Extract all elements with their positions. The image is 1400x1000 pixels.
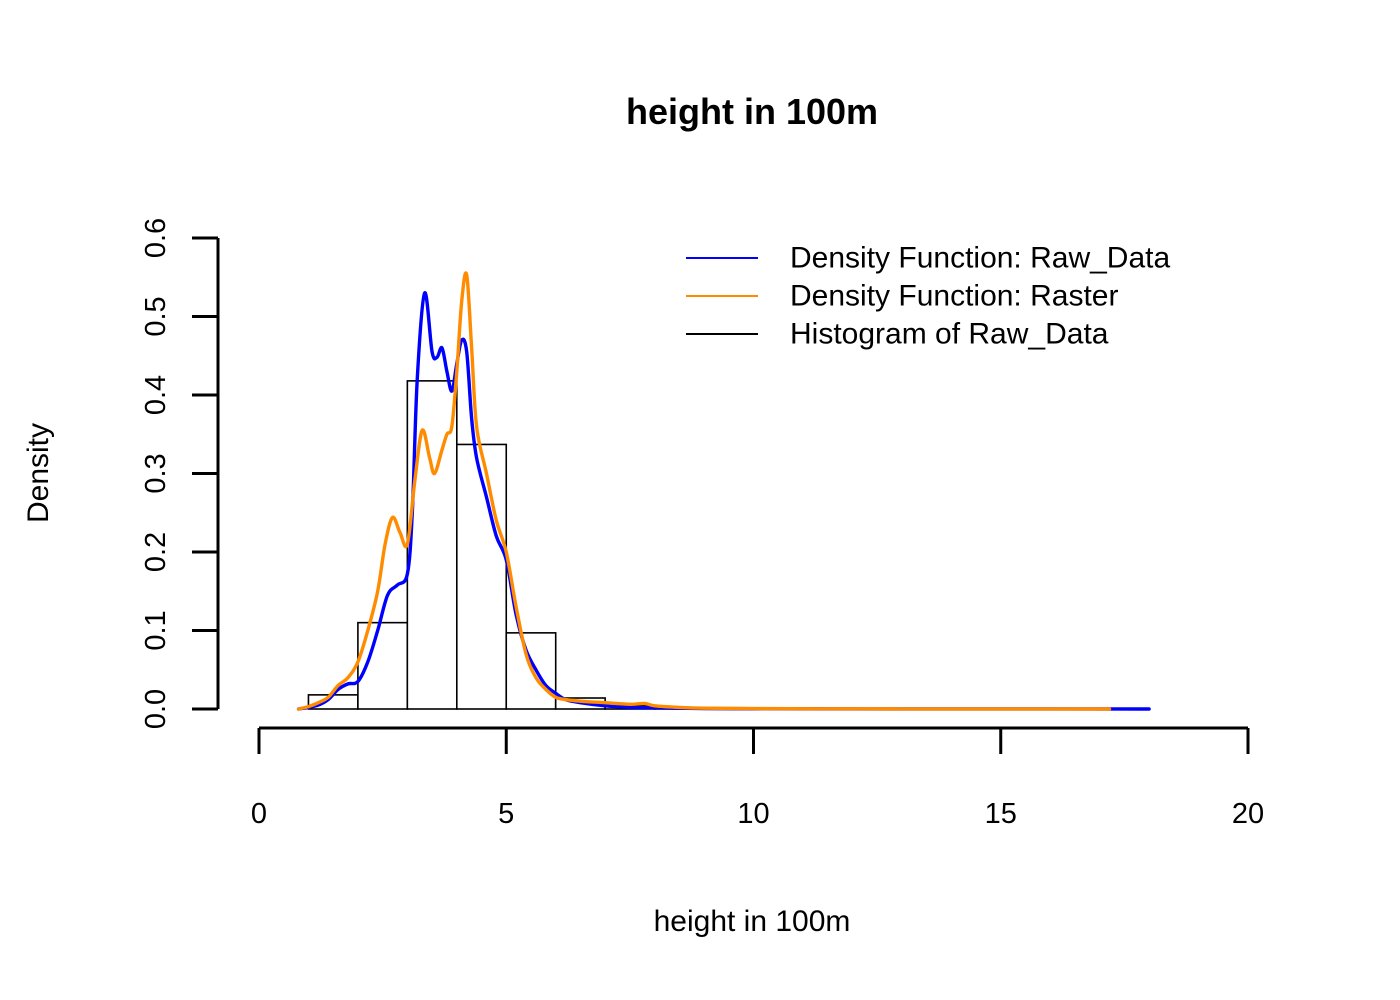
- legend: Density Function: Raw_Data Density Functi…: [686, 242, 1170, 351]
- legend-label-2: Histogram of Raw_Data: [790, 318, 1109, 351]
- chart-title: height in 100m: [626, 91, 878, 132]
- density-line-raster: [296, 271, 1112, 711]
- density-line-raw-data: [296, 291, 1151, 711]
- legend-label-1: Density Function: Raster: [790, 280, 1118, 313]
- y-axis: 0.0 0.1 0.2 0.3 0.4 0.5 0.6: [140, 218, 220, 729]
- y-tick-label: 0.3: [140, 453, 172, 493]
- density-lines: [296, 271, 1151, 711]
- x-tick-label: 5: [498, 798, 514, 830]
- y-tick-label: 0.4: [140, 375, 172, 415]
- y-tick-label: 0.0: [140, 689, 172, 729]
- x-axis-ticks: 0 5 10 15 20: [251, 728, 1264, 830]
- y-tick-label: 0.1: [140, 610, 172, 650]
- histogram-bar-2: [406, 380, 458, 710]
- y-tick-label: 0.6: [140, 218, 172, 258]
- y-tick-label: 0.5: [140, 296, 172, 336]
- x-tick-label: 0: [251, 798, 267, 830]
- y-tick-label: 0.2: [140, 532, 172, 572]
- y-axis-ticks: 0.0 0.1 0.2 0.3 0.4 0.5 0.6: [140, 218, 218, 729]
- y-axis-label: Density: [22, 423, 55, 523]
- x-tick-label: 20: [1232, 798, 1264, 830]
- histogram-bar-3: [455, 443, 508, 710]
- x-tick-label: 15: [985, 798, 1017, 830]
- x-axis-label: height in 100m: [654, 905, 851, 938]
- x-axis: 0 5 10 15 20: [251, 726, 1264, 830]
- legend-label-0: Density Function: Raw_Data: [790, 242, 1170, 275]
- x-tick-label: 10: [737, 798, 769, 830]
